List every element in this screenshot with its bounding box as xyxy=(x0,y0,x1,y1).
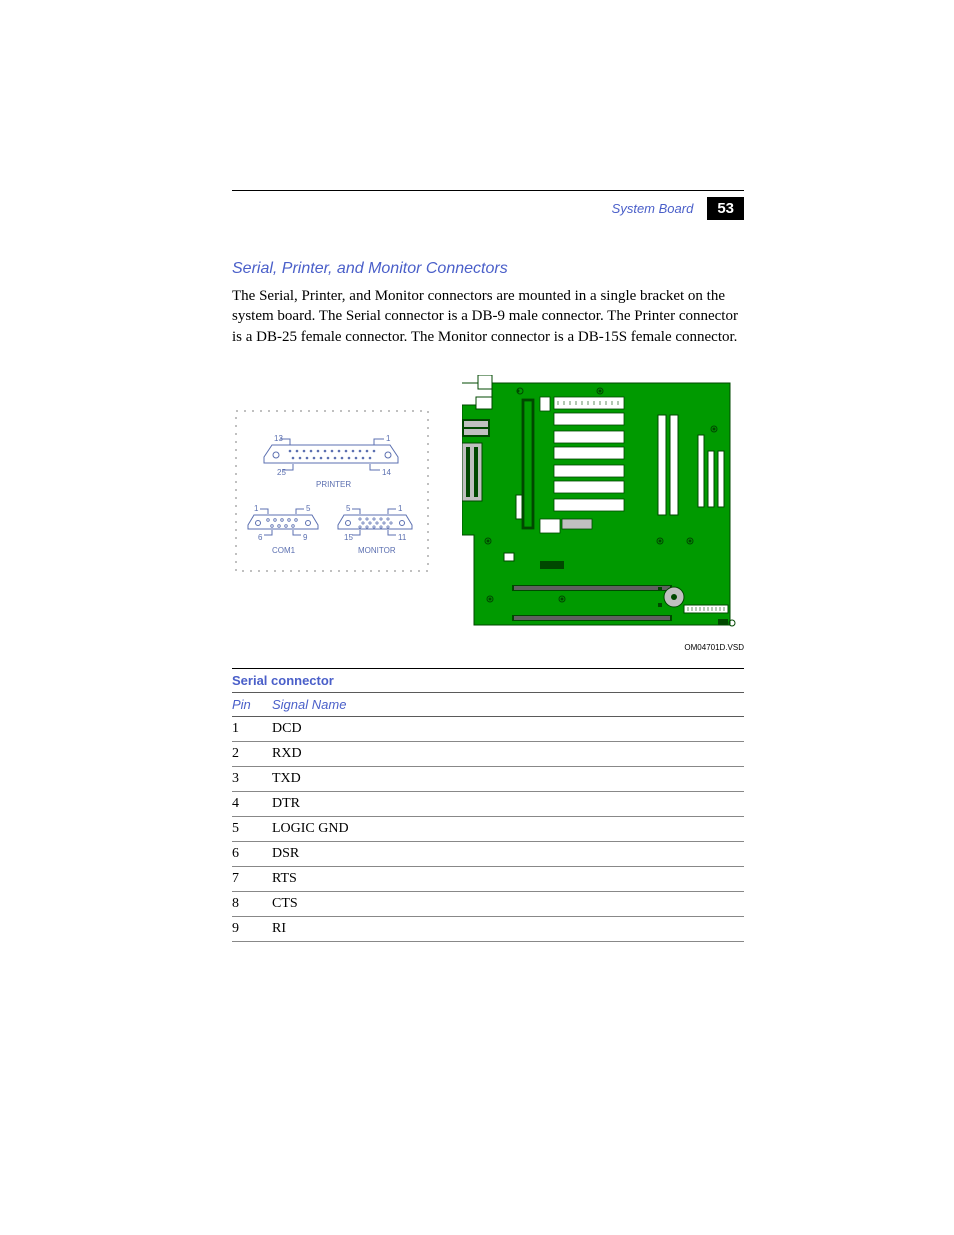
svg-text:14: 14 xyxy=(382,468,391,477)
table-row: 3TXD xyxy=(232,766,744,791)
table-row: 9RI xyxy=(232,916,744,941)
col-head-signal: Signal Name xyxy=(272,692,744,716)
svg-text:PRINTER: PRINTER xyxy=(316,480,351,489)
printer-connector-icon: 13 1 25 14 PRINTER xyxy=(264,434,398,489)
com1-connector-icon: 1 5 6 9 COM1 xyxy=(248,504,318,555)
page-number: 53 xyxy=(707,197,744,220)
serial-connector-table: Serial connector Pin Signal Name 1DCD 2R… xyxy=(232,668,744,942)
svg-text:6: 6 xyxy=(258,533,263,542)
svg-text:13: 13 xyxy=(274,434,283,443)
table-row: 6DSR xyxy=(232,841,744,866)
connector-diagram: 13 1 25 14 PRINTER 1 5 xyxy=(232,375,432,575)
svg-text:9: 9 xyxy=(303,533,308,542)
table-row: 2RXD xyxy=(232,741,744,766)
svg-text:11: 11 xyxy=(398,533,407,542)
table-row: 4DTR xyxy=(232,791,744,816)
system-board-diagram xyxy=(462,375,742,635)
table-row: 8CTS xyxy=(232,891,744,916)
svg-text:1: 1 xyxy=(254,504,259,513)
svg-text:15: 15 xyxy=(344,533,353,542)
svg-text:COM1: COM1 xyxy=(272,546,296,555)
table-title: Serial connector xyxy=(232,668,744,692)
figure-caption: OM04701D.VSD xyxy=(232,643,744,652)
figure-row: 13 1 25 14 PRINTER 1 5 xyxy=(232,375,744,635)
svg-text:MONITOR: MONITOR xyxy=(358,546,396,555)
col-head-pin: Pin xyxy=(232,692,272,716)
svg-text:1: 1 xyxy=(386,434,391,443)
svg-text:5: 5 xyxy=(306,504,311,513)
page-header: System Board 53 xyxy=(232,197,744,220)
table-row: 1DCD xyxy=(232,716,744,741)
table-row: 7RTS xyxy=(232,866,744,891)
section-body: The Serial, Printer, and Monitor connect… xyxy=(232,286,744,347)
svg-text:25: 25 xyxy=(277,468,286,477)
header-section-label: System Board xyxy=(612,201,694,216)
svg-text:1: 1 xyxy=(398,504,403,513)
monitor-connector-icon: 5 1 15 11 MONITOR xyxy=(338,504,412,555)
svg-text:5: 5 xyxy=(346,504,351,513)
section-title: Serial, Printer, and Monitor Connectors xyxy=(232,260,744,278)
table-row: 5LOGIC GND xyxy=(232,816,744,841)
